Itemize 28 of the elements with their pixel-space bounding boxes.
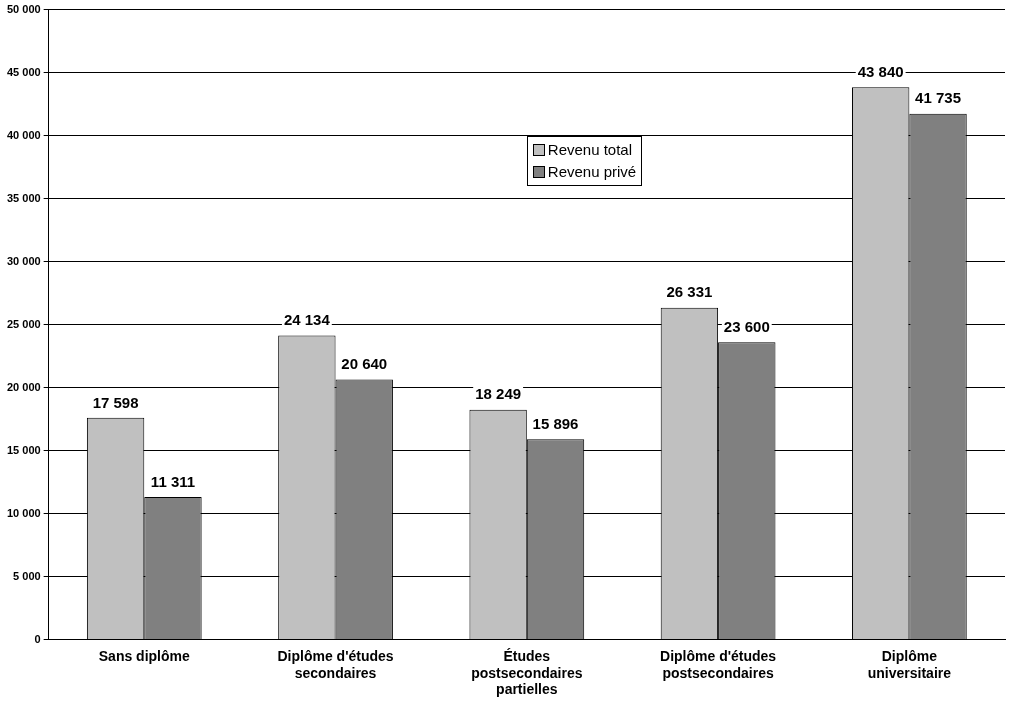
- data-label: 17 598: [92, 393, 139, 411]
- data-label: 24 134: [283, 311, 331, 329]
- legend-label: Revenu privé: [547, 163, 637, 181]
- y-tick-label: 30 000: [6, 254, 41, 267]
- data-label: 18 249: [475, 385, 522, 403]
- data-label: 20 640: [341, 355, 388, 373]
- y-tick-label: 50 000: [6, 2, 41, 15]
- x-tick-label: Diplôme d'études postsecondaires: [660, 647, 777, 681]
- y-tick-label: 5 000: [13, 569, 41, 582]
- y-tick-label: 20 000: [6, 380, 41, 393]
- y-tick-label: 10 000: [6, 506, 41, 519]
- x-tick-label: Diplôme d'études secondaires: [277, 647, 394, 681]
- y-tick-label: 45 000: [6, 65, 41, 78]
- y-tick-label: 35 000: [6, 191, 41, 204]
- y-tick-label: 0: [34, 632, 41, 645]
- x-tick-label: Sans diplôme: [98, 647, 190, 664]
- data-label: 15 896: [532, 414, 579, 432]
- y-tick-label: 40 000: [6, 128, 41, 141]
- y-tick-label: 15 000: [6, 443, 41, 456]
- x-tick-label: Diplôme universitaire: [867, 647, 952, 681]
- x-tick-label: Études postsecondaires partielles: [471, 647, 583, 698]
- data-label: 23 600: [723, 317, 770, 335]
- data-label: 26 331: [666, 283, 713, 301]
- legend-label: Revenu total: [547, 141, 633, 159]
- data-label: 41 735: [915, 89, 961, 107]
- data-label: 11 311: [150, 472, 196, 490]
- y-tick-label: 25 000: [6, 317, 41, 330]
- data-label: 43 840: [857, 62, 904, 80]
